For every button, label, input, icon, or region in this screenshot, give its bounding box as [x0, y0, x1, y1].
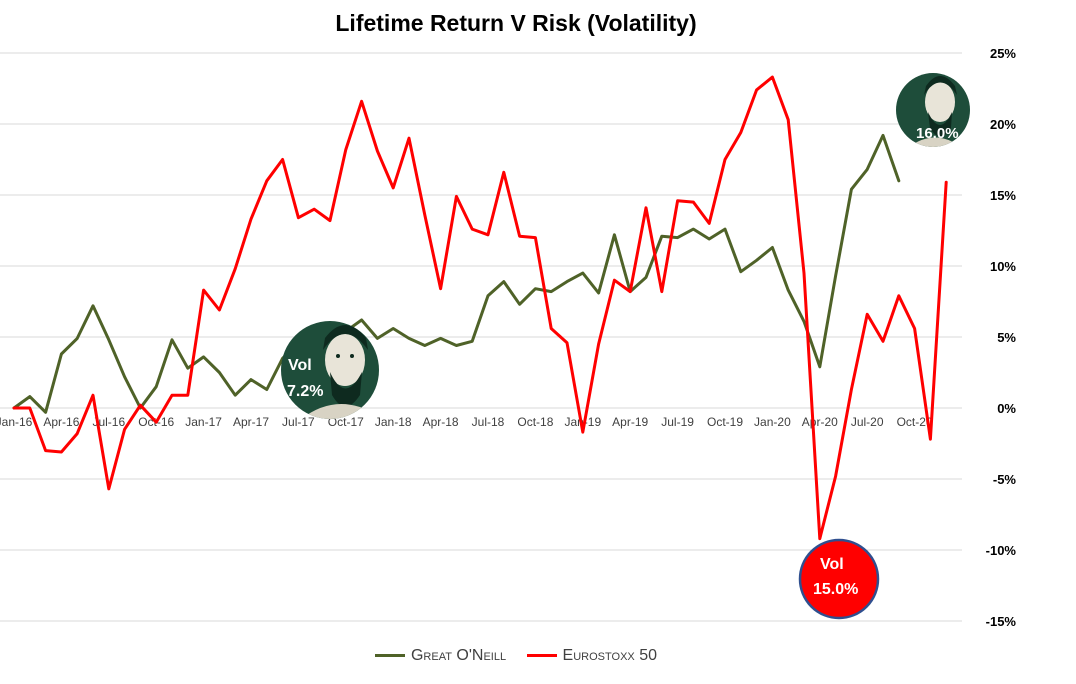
badge-3-label: Vol — [820, 556, 844, 573]
legend-swatch-eurostoxx — [526, 654, 557, 657]
volatility-badge-great-oneill: Vol 7.2% — [281, 321, 379, 419]
x-tick-label: Apr-17 — [233, 415, 269, 429]
gridlines — [0, 52, 962, 622]
series-line-eurostoxx — [12, 75, 948, 541]
return-badge-great-oneill: 16.0% — [896, 73, 970, 147]
x-tick-label: Apr-20 — [802, 415, 838, 429]
badge-1-label: Vol — [288, 357, 312, 374]
volatility-badge-eurostoxx: Vol 15.0% — [798, 538, 880, 620]
x-tick-label: Jan-20 — [754, 415, 791, 429]
y-tick-label: 25% — [990, 46, 1016, 61]
x-tick-label: Jan-19 — [564, 415, 601, 429]
x-tick-label: Oct-18 — [517, 415, 553, 429]
y-tick-label: 10% — [990, 259, 1016, 274]
badge-1-value: 7.2% — [287, 383, 323, 400]
y-tick-label: 15% — [990, 188, 1016, 203]
badge-3-value: 15.0% — [813, 581, 858, 598]
legend-label-eurostoxx: Eurostoxx 50 — [562, 646, 657, 664]
y-tick-label: -5% — [993, 472, 1017, 487]
chart-legend: Great O'Neill Eurostoxx 50 — [0, 644, 1032, 665]
series-line-great-oneill — [12, 133, 901, 414]
x-tick-label: Jul-19 — [661, 415, 694, 429]
x-tick-label: Jan-18 — [375, 415, 412, 429]
x-tick-label: Jul-16 — [92, 415, 125, 429]
series-lines — [12, 75, 948, 541]
y-tick-label: -10% — [986, 543, 1017, 558]
x-tick-label: Jul-20 — [851, 415, 884, 429]
x-tick-label: Jan-16 — [0, 415, 33, 429]
x-tick-label: Apr-18 — [423, 415, 459, 429]
y-tick-label: 0% — [997, 401, 1016, 416]
y-tick-label: 5% — [997, 330, 1016, 345]
legend-swatch-great-oneill — [374, 654, 405, 657]
x-tick-label: Jul-18 — [472, 415, 505, 429]
x-tick-label: Jul-17 — [282, 415, 315, 429]
x-tick-label: Oct-20 — [897, 415, 933, 429]
y-tick-label: -15% — [986, 614, 1017, 629]
chart-title: Lifetime Return V Risk (Volatility) — [335, 10, 697, 36]
x-tick-label: Apr-16 — [43, 415, 79, 429]
x-axis-ticks: Jan-16Apr-16Jul-16Oct-16Jan-17Apr-17Jul-… — [0, 415, 933, 429]
y-axis-ticks: 25% 20% 15% 10% 5% 0% -5% -10% -15% — [986, 46, 1017, 629]
legend-item-eurostoxx: Eurostoxx 50 — [526, 646, 657, 665]
badge-2-value: 16.0% — [916, 125, 959, 142]
x-tick-label: Oct-19 — [707, 415, 743, 429]
x-tick-label: Jan-17 — [185, 415, 222, 429]
x-tick-label: Apr-19 — [612, 415, 648, 429]
y-tick-label: 20% — [990, 117, 1016, 132]
legend-label-great-oneill: Great O'Neill — [410, 646, 507, 664]
legend-item-great-oneill: Great O'Neill — [374, 646, 507, 665]
